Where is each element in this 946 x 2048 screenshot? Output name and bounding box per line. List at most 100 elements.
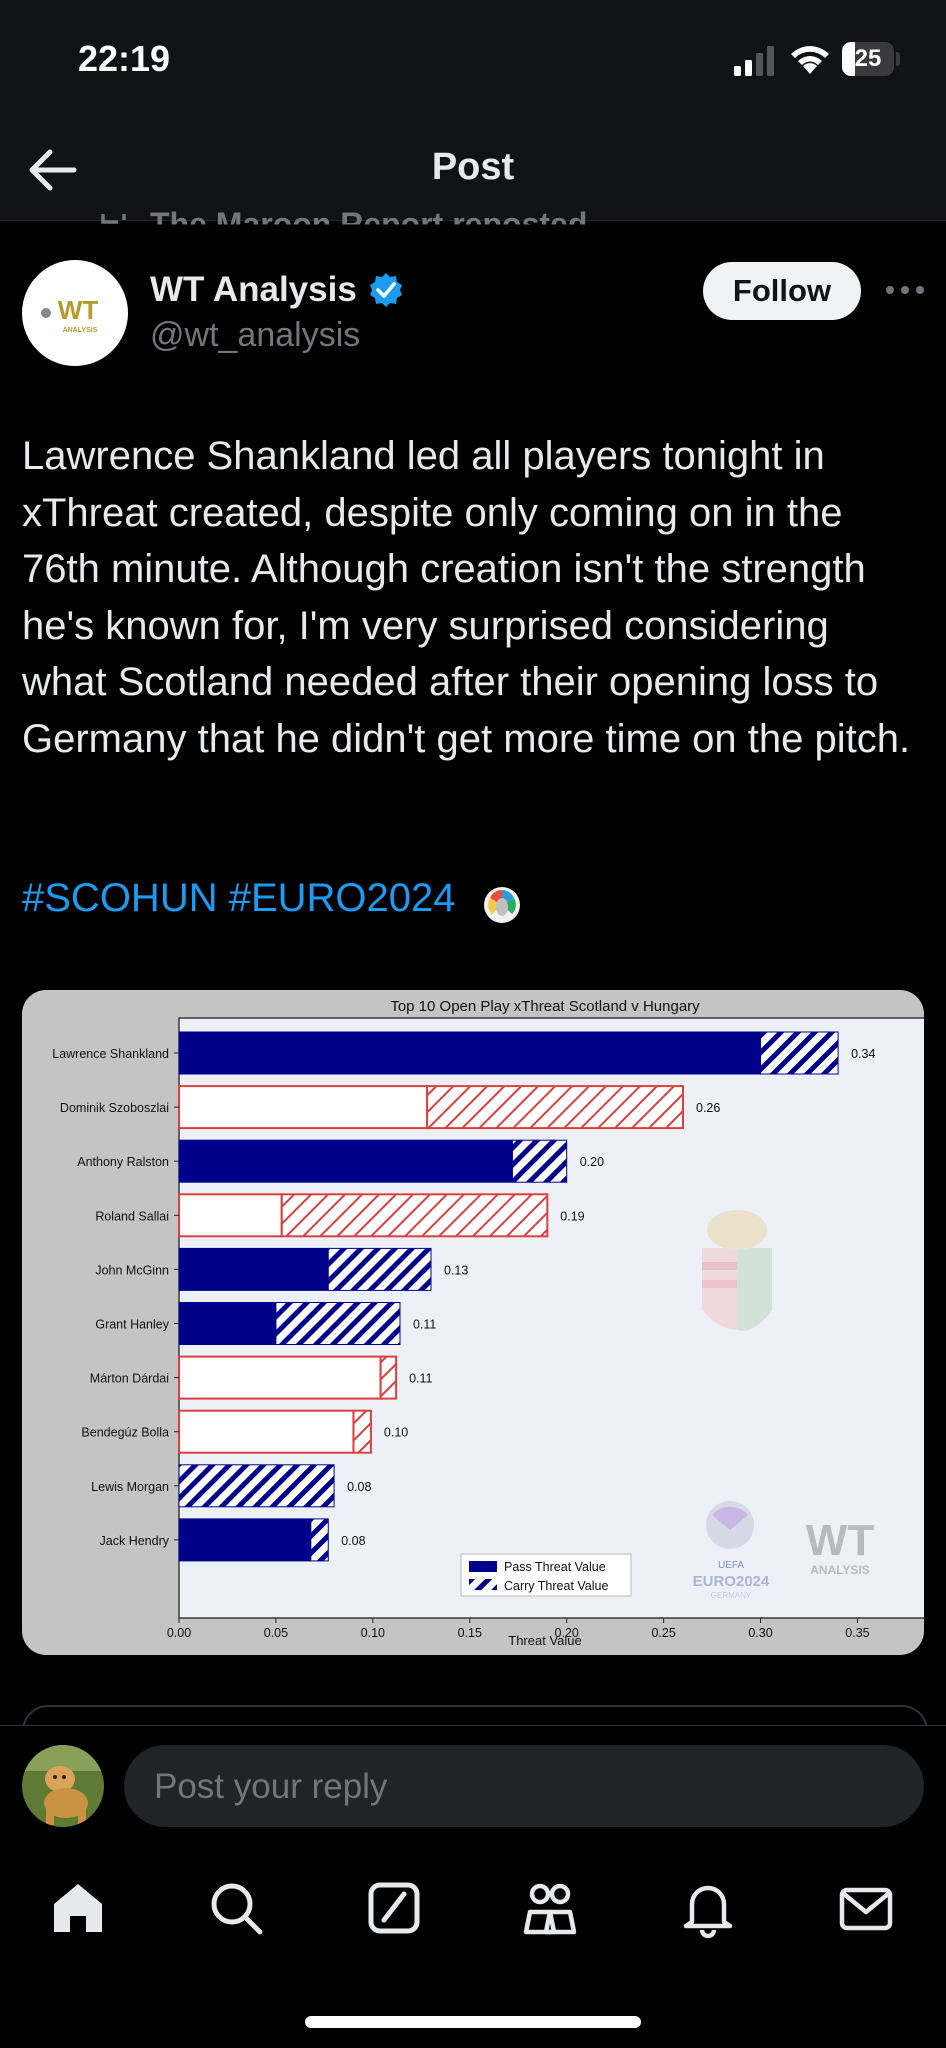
- repost-icon: [101, 214, 126, 224]
- bar-pass: [178, 1085, 429, 1130]
- data-label: 0.10: [384, 1426, 408, 1440]
- battery-level: 25: [854, 45, 882, 72]
- media-image[interactable]: Top 10 Open Play xThreat Scotland v Hung…: [22, 990, 924, 1655]
- bar-carry: [426, 1085, 684, 1130]
- data-label: 0.08: [347, 1480, 371, 1494]
- x-tick-label: 0.20: [555, 1626, 579, 1640]
- author-handle[interactable]: @wt_analysis: [150, 316, 361, 354]
- bar-carry: [511, 1139, 568, 1183]
- data-label: 0.11: [413, 1318, 436, 1332]
- data-label: 0.11: [409, 1372, 432, 1386]
- wt-watermark-text: WT: [806, 1516, 875, 1565]
- wt-logo-icon: WT ANALYSIS: [41, 295, 99, 334]
- data-label: 0.26: [696, 1101, 720, 1115]
- messages-icon[interactable]: [836, 1878, 896, 1938]
- data-label: 0.20: [580, 1155, 604, 1169]
- x-tick-label: 0.25: [651, 1626, 675, 1640]
- grok-icon[interactable]: [364, 1878, 424, 1938]
- x-tick-label: 0.00: [167, 1626, 191, 1640]
- page-title: Post: [431, 146, 515, 188]
- bar-pass: [178, 1247, 329, 1291]
- bar-carry: [352, 1409, 372, 1454]
- home-indicator: [305, 2016, 641, 2028]
- chart-title: Top 10 Open Play xThreat Scotland v Hung…: [390, 998, 700, 1015]
- data-label: 0.13: [444, 1263, 468, 1277]
- euro2024-logo-watermark: UEFA EURO2024 GERMANY: [693, 1501, 770, 1600]
- author-avatar[interactable]: WT ANALYSIS: [22, 260, 128, 366]
- status-bar: [0, 0, 946, 120]
- notifications-icon[interactable]: [678, 1878, 738, 1938]
- bar-carry: [379, 1355, 398, 1400]
- avatar-logo-text: WT: [58, 295, 99, 325]
- legend-swatch-pass: [469, 1561, 497, 1572]
- data-label: 0.19: [560, 1209, 584, 1223]
- home-icon[interactable]: [48, 1878, 108, 1938]
- y-tick-label: Anthony Ralston: [77, 1155, 169, 1169]
- search-icon[interactable]: [206, 1878, 266, 1938]
- y-tick-label: Márton Dárdai: [90, 1372, 169, 1386]
- hungary-crest-watermark: [702, 1210, 772, 1331]
- tweet-text: Lawrence Shankland led all players tonig…: [22, 434, 911, 761]
- dog-avatar-icon: [22, 1745, 104, 1827]
- communities-icon[interactable]: [520, 1878, 580, 1938]
- bar-pass: [178, 1355, 382, 1400]
- signal-icon: [734, 46, 774, 76]
- bar-pass: [178, 1409, 355, 1454]
- bar-pass: [178, 1139, 513, 1183]
- bar-carry: [760, 1031, 839, 1075]
- wt-analysis-watermark: WT ANALYSIS: [806, 1516, 875, 1577]
- status-time: 22:19: [78, 38, 171, 79]
- legend-swatch-carry: [469, 1579, 497, 1590]
- wt-watermark-subtext: ANALYSIS: [810, 1563, 870, 1577]
- bar-pass: [178, 1193, 283, 1238]
- author-name[interactable]: WT Analysis: [150, 270, 357, 309]
- y-tick-label: Roland Sallai: [95, 1209, 169, 1223]
- nav-bar: [0, 120, 946, 221]
- tab-bar: [0, 1855, 946, 2048]
- battery-tip: [896, 52, 900, 66]
- repost-label: The Maroon Report reposted: [150, 206, 588, 242]
- wifi-icon: [791, 46, 829, 74]
- y-tick-label: Bendegúz Bolla: [81, 1426, 169, 1440]
- bar-carry: [275, 1302, 401, 1345]
- y-tick-label: Dominik Szoboszlai: [60, 1101, 169, 1115]
- avatar-logo-subtext: ANALYSIS: [63, 327, 98, 334]
- bar-carry: [310, 1518, 329, 1562]
- x-tick-label: 0.10: [361, 1626, 385, 1640]
- bar-carry: [327, 1247, 432, 1291]
- y-tick-label: John McGinn: [95, 1263, 169, 1277]
- hashtags[interactable]: #SCOHUN #EURO2024: [22, 876, 456, 920]
- x-tick-label: 0.35: [845, 1626, 869, 1640]
- y-tick-label: Grant Hanley: [95, 1318, 169, 1332]
- follow-button[interactable]: Follow: [703, 262, 861, 320]
- legend-carry-label: Carry Threat Value: [504, 1579, 608, 1593]
- back-arrow-icon[interactable]: [24, 144, 80, 196]
- y-tick-label: Lawrence Shankland: [52, 1047, 169, 1061]
- euro-watermark-subtext: GERMANY: [711, 1591, 752, 1600]
- bar-carry: [280, 1193, 549, 1238]
- data-label: 0.08: [341, 1534, 365, 1548]
- reply-input[interactable]: [124, 1745, 924, 1827]
- reply-placeholder[interactable]: Post your reply: [154, 1767, 388, 1806]
- xthreat-bar-chart: Top 10 Open Play xThreat Scotland v Hung…: [52, 998, 924, 1648]
- bar-pass: [178, 1031, 762, 1075]
- more-options-icon[interactable]: [885, 282, 925, 298]
- uefa-watermark-text: UEFA: [718, 1560, 744, 1571]
- euro-watermark-text: EURO2024: [693, 1573, 770, 1590]
- euro-trophy-emoji-icon: [484, 887, 520, 923]
- verified-badge-icon: [370, 273, 402, 307]
- chart-legend: Pass Threat Value Carry Threat Value: [460, 1553, 632, 1597]
- user-avatar[interactable]: [22, 1745, 104, 1827]
- legend-pass-label: Pass Threat Value: [504, 1560, 606, 1574]
- y-tick-label: Lewis Morgan: [91, 1480, 169, 1494]
- bar-pass: [178, 1518, 312, 1562]
- x-tick-label: 0.05: [264, 1626, 288, 1640]
- y-tick-label: Jack Hendry: [100, 1534, 170, 1548]
- bar-pass: [178, 1302, 277, 1345]
- data-label: 0.34: [851, 1047, 875, 1061]
- x-axis-label: Threat Value: [508, 1633, 581, 1648]
- bar-carry: [178, 1464, 335, 1508]
- x-tick-label: 0.15: [458, 1626, 482, 1640]
- battery-icon: 25: [842, 42, 894, 76]
- x-tick-label: 0.30: [748, 1626, 772, 1640]
